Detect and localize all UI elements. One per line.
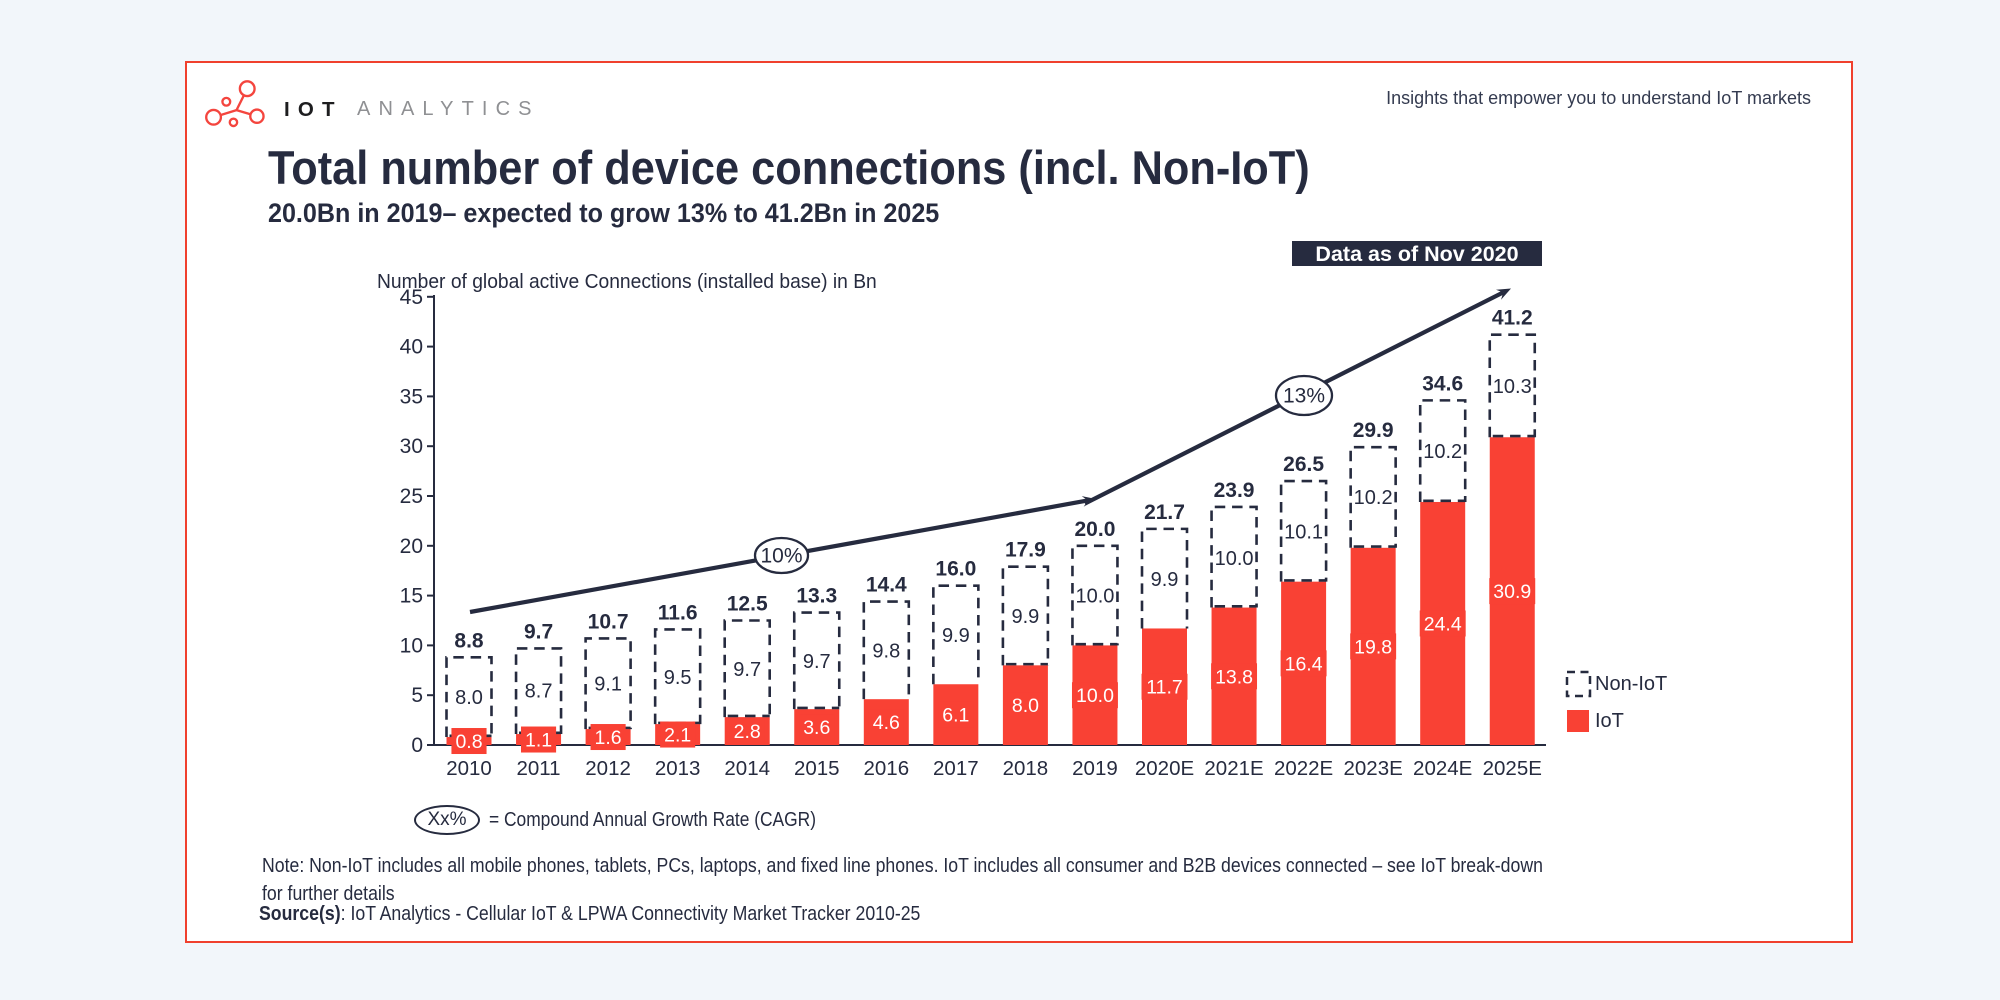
svg-text:9.1: 9.1 <box>594 674 622 696</box>
svg-text:16.0: 16.0 <box>935 558 976 581</box>
svg-text:2012: 2012 <box>585 757 631 780</box>
svg-text:Non-IoT: Non-IoT <box>1595 673 1667 695</box>
svg-text:10.0: 10.0 <box>1076 685 1114 707</box>
svg-text:20.0: 20.0 <box>1075 518 1116 541</box>
svg-text:16.4: 16.4 <box>1285 653 1323 675</box>
svg-text:9.5: 9.5 <box>664 667 692 689</box>
svg-text:2010: 2010 <box>446 757 492 780</box>
svg-text:8.0: 8.0 <box>455 687 483 709</box>
svg-text:2023E: 2023E <box>1344 757 1403 780</box>
svg-text:2013: 2013 <box>655 757 701 780</box>
svg-text:10.7: 10.7 <box>588 610 629 633</box>
svg-text:14.4: 14.4 <box>866 574 907 597</box>
svg-text:10.3: 10.3 <box>1493 376 1532 398</box>
svg-text:8.8: 8.8 <box>454 629 484 652</box>
svg-text:26.5: 26.5 <box>1283 453 1324 476</box>
svg-text:Data as of Nov 2020: Data as of Nov 2020 <box>1315 242 1518 266</box>
svg-text:Number of global active Connec: Number of global active Connections (ins… <box>377 271 877 293</box>
svg-text:10.0: 10.0 <box>1075 586 1114 608</box>
svg-text:1.6: 1.6 <box>595 727 622 749</box>
svg-text:0: 0 <box>411 734 423 757</box>
svg-text:IoT: IoT <box>1595 710 1624 732</box>
svg-text:12.5: 12.5 <box>727 593 768 616</box>
svg-text:40: 40 <box>400 336 423 359</box>
svg-text:2015: 2015 <box>794 757 840 780</box>
svg-text:34.6: 34.6 <box>1422 372 1463 395</box>
svg-text:24.4: 24.4 <box>1424 613 1462 635</box>
svg-text:2021E: 2021E <box>1204 757 1263 780</box>
svg-text:10.1: 10.1 <box>1284 521 1323 543</box>
svg-text:5: 5 <box>411 684 423 707</box>
svg-text:8.7: 8.7 <box>525 681 553 703</box>
svg-text:4.6: 4.6 <box>873 712 900 734</box>
svg-text:35: 35 <box>400 385 423 408</box>
svg-text:2024E: 2024E <box>1413 757 1472 780</box>
svg-text:45: 45 <box>400 286 423 309</box>
svg-text:2011: 2011 <box>517 757 561 780</box>
svg-text:0.8: 0.8 <box>455 731 482 753</box>
svg-text:9.9: 9.9 <box>1151 569 1179 591</box>
svg-text:2016: 2016 <box>863 757 909 780</box>
svg-text:2.8: 2.8 <box>734 721 761 743</box>
svg-text:30: 30 <box>400 435 423 458</box>
svg-text:2025E: 2025E <box>1483 757 1542 780</box>
svg-text:1.1: 1.1 <box>525 730 552 752</box>
svg-text:13.3: 13.3 <box>796 585 837 608</box>
svg-text:9.7: 9.7 <box>733 659 761 681</box>
svg-text:23.9: 23.9 <box>1214 479 1255 502</box>
svg-text:3.6: 3.6 <box>803 717 830 739</box>
svg-text:8.0: 8.0 <box>1012 695 1039 717</box>
svg-text:2019: 2019 <box>1072 757 1118 780</box>
svg-text:2020E: 2020E <box>1135 757 1194 780</box>
svg-text:2022E: 2022E <box>1274 757 1333 780</box>
svg-text:17.9: 17.9 <box>1005 539 1046 562</box>
svg-text:9.7: 9.7 <box>803 651 831 673</box>
svg-text:2018: 2018 <box>1003 757 1049 780</box>
svg-text:2.1: 2.1 <box>664 725 691 747</box>
svg-text:13.8: 13.8 <box>1215 666 1253 688</box>
svg-text:13%: 13% <box>1283 385 1325 408</box>
svg-text:2017: 2017 <box>933 757 979 780</box>
svg-text:10.0: 10.0 <box>1215 548 1254 570</box>
svg-text:10.2: 10.2 <box>1354 487 1393 509</box>
svg-text:30.9: 30.9 <box>1493 581 1531 603</box>
svg-text:6.1: 6.1 <box>942 705 969 727</box>
svg-text:9.7: 9.7 <box>524 620 553 643</box>
svg-text:10: 10 <box>400 634 423 657</box>
svg-text:41.2: 41.2 <box>1492 307 1533 330</box>
svg-text:9.8: 9.8 <box>872 640 900 662</box>
svg-text:15: 15 <box>400 585 423 608</box>
svg-text:11.7: 11.7 <box>1146 677 1183 699</box>
svg-text:11.6: 11.6 <box>658 601 698 624</box>
svg-text:2014: 2014 <box>724 757 770 780</box>
svg-text:19.8: 19.8 <box>1354 636 1392 658</box>
svg-text:29.9: 29.9 <box>1353 419 1394 442</box>
svg-text:9.9: 9.9 <box>942 625 970 647</box>
svg-text:9.9: 9.9 <box>1011 606 1039 628</box>
svg-text:10.2: 10.2 <box>1423 441 1462 463</box>
svg-text:21.7: 21.7 <box>1144 501 1185 524</box>
svg-text:25: 25 <box>400 485 423 508</box>
svg-text:20: 20 <box>400 535 423 558</box>
svg-text:10%: 10% <box>760 545 802 568</box>
